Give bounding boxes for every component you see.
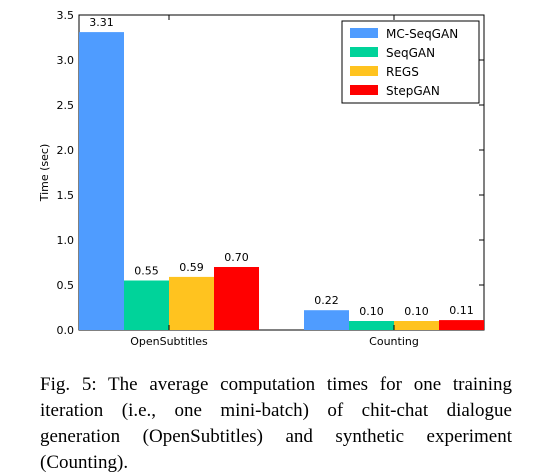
legend-label: SeqGAN [386,46,435,60]
legend-swatch-mc-seqgan [350,28,378,38]
y-axis-label: Time (sec) [38,144,51,203]
y-tick-label: 0.0 [57,324,75,337]
bar-seqgan-counting [349,321,394,330]
data-label: 0.59 [179,261,204,274]
legend-swatch-stepgan [350,85,378,95]
x-tick-label: Counting [369,335,419,348]
y-tick-label: 1.5 [57,189,75,202]
data-label: 0.55 [134,265,159,278]
legend-swatch-regs [350,66,378,76]
data-label: 0.10 [404,305,429,318]
y-tick-label: 1.0 [57,234,75,247]
figure: 0.0 0.5 1.0 1.5 2.0 2.5 3.0 3.5 3.31 0.55 0.59 0.7… [38,9,485,348]
y-tick-label: 3.5 [57,9,75,22]
legend-label: REGS [386,65,419,79]
y-tick-label: 0.5 [57,279,75,292]
y-tick-label: 2.0 [57,144,75,157]
figure-caption: Fig. 5: The average computation times fo… [40,374,512,473]
bar-chart: 0.0 0.5 1.0 1.5 2.0 2.5 3.0 3.5 3.31 0.55 0.59 0.7… [38,9,485,348]
bar-regs-counting [394,321,439,330]
legend-label: StepGAN [386,84,440,98]
data-label: 0.11 [449,304,474,317]
bar-regs-opensubtitles [169,276,214,330]
y-tick-label: 2.5 [57,99,75,112]
data-label: 0.22 [314,294,339,307]
bar-mc-seqgan-opensubtitles [79,32,124,330]
data-label: 3.31 [89,16,114,29]
data-label: 0.10 [359,305,384,318]
legend-label: MC-SeqGAN [386,27,458,41]
bar-stepgan-counting [439,320,484,330]
bar-stepgan-opensubtitles [214,267,259,330]
x-tick-label: OpenSubtitles [130,335,208,348]
data-label: 0.70 [224,251,249,264]
bar-mc-seqgan-counting [304,310,349,330]
bars [79,32,484,330]
bar-seqgan-opensubtitles [124,280,169,330]
y-tick-label: 3.0 [57,54,75,67]
x-axis: OpenSubtitles Counting [130,15,419,348]
legend-swatch-seqgan [350,47,378,57]
data-labels: 3.31 0.55 0.59 0.70 0.22 0.10 0.10 0.11 [89,16,474,318]
legend: MC-SeqGAN SeqGAN REGS StepGAN [341,20,480,104]
